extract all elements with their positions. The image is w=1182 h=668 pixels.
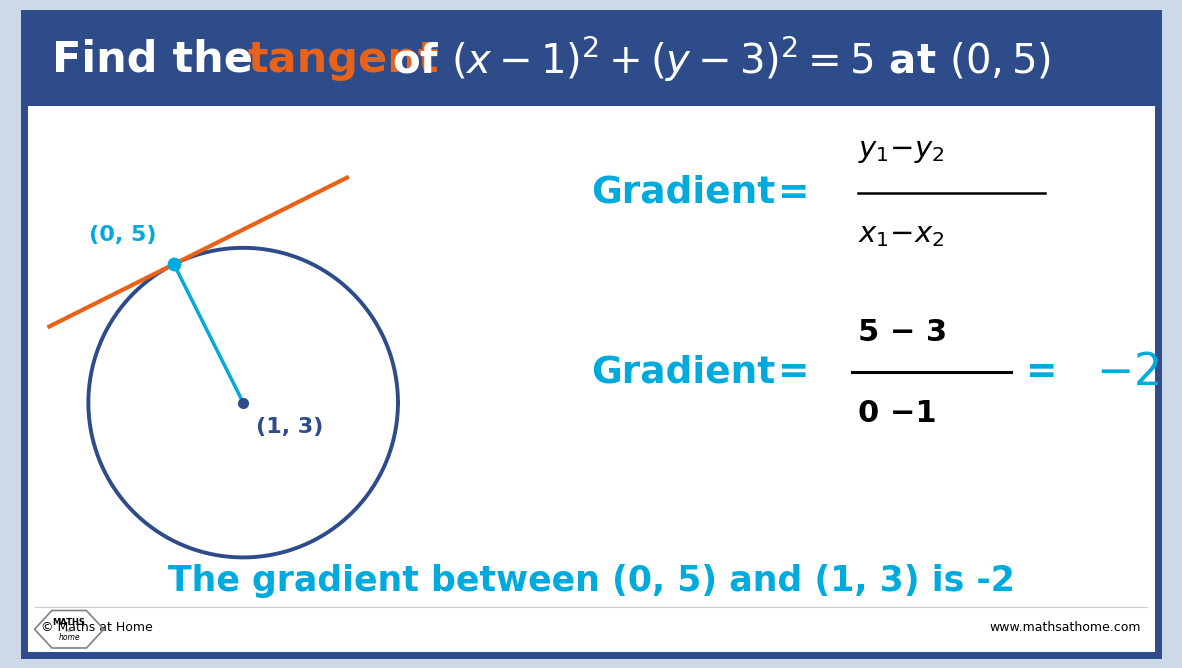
Text: $-2$: $-2$ — [1096, 351, 1160, 394]
Text: =: = — [1026, 355, 1057, 391]
Text: www.mathsathome.com: www.mathsathome.com — [989, 621, 1142, 634]
Text: 5 − 3: 5 − 3 — [858, 318, 947, 347]
Text: =: = — [778, 175, 810, 211]
Text: Gradient: Gradient — [591, 355, 775, 391]
Text: tangent: tangent — [247, 39, 439, 81]
Text: of $(x-1)^2 + (y-3)^2 = 5$ at $(0, 5)$: of $(x-1)^2 + (y-3)^2 = 5$ at $(0, 5)$ — [392, 35, 1052, 84]
Text: 0 −1: 0 −1 — [858, 399, 936, 428]
Text: Find the: Find the — [52, 39, 268, 81]
Text: =: = — [778, 355, 810, 391]
FancyBboxPatch shape — [24, 13, 1158, 655]
Text: home: home — [58, 633, 80, 643]
Text: (0, 5): (0, 5) — [89, 225, 156, 245]
Text: MATHS: MATHS — [53, 617, 85, 627]
Text: (1, 3): (1, 3) — [255, 417, 323, 437]
Text: at: at — [66, 628, 72, 633]
Text: Gradient: Gradient — [591, 175, 775, 211]
Text: $x_1$$-$$x_2$: $x_1$$-$$x_2$ — [858, 220, 944, 248]
Text: © Maths at Home: © Maths at Home — [40, 621, 152, 634]
Text: $y_1$$-$$y_2$: $y_1$$-$$y_2$ — [858, 137, 944, 165]
Text: The gradient between (0, 5) and (1, 3) is -2: The gradient between (0, 5) and (1, 3) i… — [168, 564, 1014, 598]
FancyBboxPatch shape — [24, 13, 1158, 106]
